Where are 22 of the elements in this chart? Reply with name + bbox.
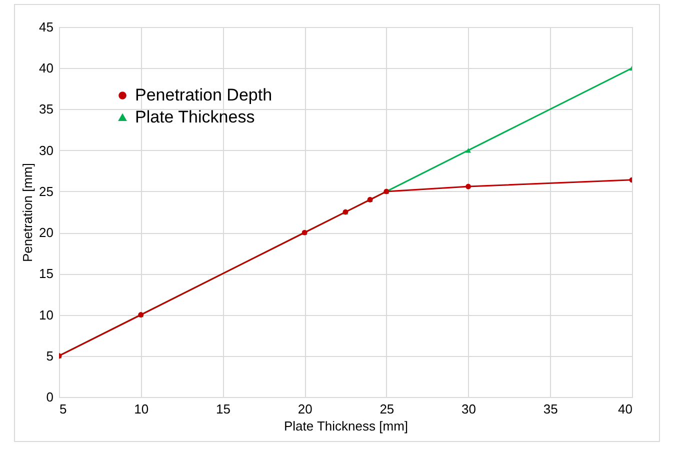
x-axis-title: Plate Thickness [mm]	[284, 418, 408, 434]
y-tick-label: 30	[39, 142, 54, 158]
y-tick-label: 40	[39, 60, 54, 76]
y-tick-label: 15	[39, 266, 54, 282]
y-tick-label: 45	[39, 20, 54, 34]
x-tick-label: 15	[216, 402, 230, 416]
x-tick-label: 20	[298, 402, 312, 416]
x-tick-label: 5	[60, 402, 67, 416]
y-tick-label: 5	[46, 348, 54, 364]
y-tick-label: 0	[46, 390, 54, 404]
y-axis-title: Penetration [mm]	[20, 163, 36, 262]
y-tick-label: 35	[39, 102, 54, 117]
x-tick-label: 40	[618, 402, 632, 416]
x-tick-label: 35	[543, 402, 558, 416]
y-tick-label: 20	[39, 225, 54, 240]
legend-label: Plate Thickness	[135, 108, 255, 126]
y-tick-label: 25	[39, 184, 54, 199]
x-tick-label: 10	[134, 402, 149, 416]
x-tick-label: 25	[380, 402, 394, 416]
x-tick-label: 30	[462, 402, 476, 416]
legend-label: Penetration Depth	[135, 86, 272, 104]
y-tick-label: 10	[39, 307, 54, 322]
